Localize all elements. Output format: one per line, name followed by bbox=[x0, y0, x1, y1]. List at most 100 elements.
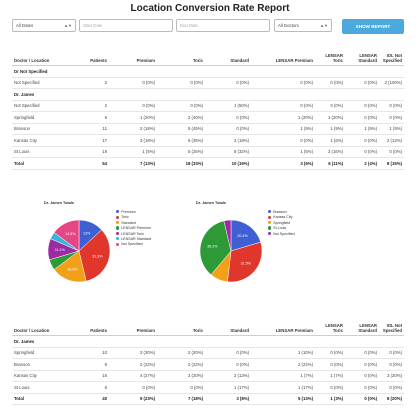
legend-item[interactable]: Standard bbox=[116, 221, 151, 226]
table-cell: 0 (0%) bbox=[315, 347, 345, 359]
table-cell: Branson bbox=[12, 123, 76, 135]
legend-label: St Louis bbox=[273, 226, 287, 231]
table-cell: 0 (0%) bbox=[251, 77, 315, 89]
table-cell: Not Specified bbox=[12, 77, 76, 89]
column-header[interactable]: Standard bbox=[205, 52, 251, 66]
end-date-input[interactable]: End Date bbox=[176, 19, 270, 32]
legend-swatch bbox=[268, 221, 272, 225]
pie-slice-label: 33.3% bbox=[92, 255, 103, 259]
report-table-2: Doctor / Location Patients Premium Toric Sta… bbox=[12, 322, 404, 405]
table-row: Not Specified 2 0 (0%) 0 (0%) 0 (0%) 0 (0%) 0 … bbox=[12, 77, 404, 89]
legend-swatch bbox=[268, 215, 272, 219]
column-header[interactable]: LENSAR Premium bbox=[251, 322, 315, 336]
table-cell: 1 (9%) bbox=[379, 123, 404, 135]
column-header[interactable]: LENSAR Premium bbox=[251, 52, 315, 66]
group-name: Dr. James bbox=[12, 88, 404, 101]
legend-item[interactable]: St Louis bbox=[268, 226, 295, 231]
pie-slice[interactable] bbox=[199, 220, 232, 276]
pie-slice[interactable] bbox=[223, 219, 232, 252]
table-cell: 1 (5%) bbox=[251, 146, 315, 158]
column-header[interactable]: LENSAR Standard bbox=[345, 52, 379, 66]
group-name: Dr. James bbox=[12, 335, 404, 348]
table-cell: Kansas City bbox=[12, 370, 76, 382]
table-cell: 2 (12%) bbox=[379, 134, 404, 147]
table-cell: 1 (6%) bbox=[315, 134, 345, 147]
column-header[interactable]: LENSAR Standard bbox=[345, 322, 379, 336]
table-cell: 0 (0%) bbox=[379, 347, 404, 359]
table-cell: 10 bbox=[76, 347, 109, 359]
legend-item[interactable]: LENSAR Toric bbox=[116, 232, 151, 237]
table-row: Branson 11 2 (18%) 5 (45%) 0 (0%) 1 (9%) 1 (9%… bbox=[12, 123, 404, 135]
column-header[interactable]: Standard bbox=[205, 322, 251, 336]
table-cell: Kansas City bbox=[12, 134, 76, 147]
pie-slice-label: 35.2% bbox=[207, 245, 218, 249]
table-cell: 0 (0%) bbox=[379, 111, 404, 124]
legend-label: Branson bbox=[273, 210, 287, 214]
total-cell: Total bbox=[12, 392, 76, 405]
show-report-button[interactable]: SHOW REPORT bbox=[342, 19, 404, 34]
table-cell: 11 bbox=[76, 123, 109, 135]
pie-chart-1: 13% 33.3% 18.5% 11.1% 14.8% bbox=[47, 219, 111, 283]
column-header[interactable]: Doctor / Location bbox=[12, 322, 76, 336]
column-header[interactable]: Toric bbox=[157, 52, 205, 66]
column-header[interactable]: Premium bbox=[109, 322, 157, 336]
legend-item[interactable]: LENSAR Standard bbox=[116, 237, 151, 242]
total-cell: 3 (6%) bbox=[251, 157, 315, 170]
column-header[interactable]: Premium bbox=[109, 52, 157, 66]
table-cell: 1 (20%) bbox=[251, 111, 315, 124]
legend-item[interactable]: Springfield bbox=[268, 221, 295, 226]
legend-item[interactable]: Not Specified bbox=[268, 232, 295, 237]
header-row: Doctor / Location Patients Premium Toric Sta… bbox=[12, 52, 404, 66]
doctor-select-value: All Doctors bbox=[278, 23, 299, 28]
table-cell: 1 (20%) bbox=[315, 111, 345, 124]
doctor-select[interactable]: All Doctors ▲▼ bbox=[274, 19, 332, 32]
column-header[interactable]: IOL Not Specified bbox=[379, 322, 404, 336]
legend-label: Not Specified bbox=[273, 231, 295, 236]
column-header[interactable]: LENSAR Toric bbox=[315, 52, 345, 66]
column-header[interactable]: Patients bbox=[76, 52, 109, 66]
pie-slice[interactable] bbox=[53, 219, 80, 252]
pie-slice-label: 11.1% bbox=[55, 248, 66, 252]
column-header[interactable]: LENSAR Toric bbox=[315, 322, 345, 336]
legend-label: Kansas City bbox=[273, 215, 293, 220]
legend-item[interactable]: Kansas City bbox=[268, 215, 295, 220]
total-cell: 9 (23%) bbox=[109, 392, 157, 405]
table-cell: 0 (0%) bbox=[345, 77, 379, 89]
end-date-placeholder: End Date bbox=[180, 23, 198, 28]
pie-legend-2: Branson Kansas City Springfield St Louis Not… bbox=[268, 210, 295, 237]
pie-slice[interactable] bbox=[227, 241, 263, 283]
total-cell: 7 (18%) bbox=[157, 392, 205, 405]
chevron-updown-icon: ▲▼ bbox=[320, 23, 328, 28]
table-cell: 3 (20%) bbox=[379, 370, 404, 382]
pie-slice[interactable] bbox=[78, 229, 111, 282]
table-cell: 0 (0%) bbox=[315, 381, 345, 394]
table-cell: 0 (0%) bbox=[205, 77, 251, 89]
column-header[interactable]: Doctor / Location bbox=[12, 52, 76, 66]
table-cell: 1 (10%) bbox=[251, 347, 315, 359]
date-range-select[interactable]: All Dates ▲▼ bbox=[12, 19, 76, 32]
legend-item[interactable]: Premium bbox=[116, 210, 151, 215]
pie-slice[interactable] bbox=[230, 219, 262, 252]
total-row: Total 40 9 (23%) 7 (18%) 3 (8%) 5 (13%) 1 (3%)… bbox=[12, 392, 404, 405]
table-cell: 0 (0%) bbox=[251, 100, 315, 112]
start-date-input[interactable]: Start Date bbox=[79, 19, 173, 32]
table-cell: 0 (0%) bbox=[379, 381, 404, 394]
legend-item[interactable]: Branson bbox=[268, 210, 295, 215]
table-row: St Louis 19 1 (5%) 5 (26%) 6 (32%) 1 (5%) 3 (1… bbox=[12, 146, 404, 158]
column-header[interactable]: Toric bbox=[157, 322, 205, 336]
legend-item[interactable]: Not Specified bbox=[116, 242, 151, 247]
pie-slice-label: 20.4% bbox=[237, 234, 248, 238]
total-cell: 6 (11%) bbox=[315, 157, 345, 170]
column-header[interactable]: Patients bbox=[76, 322, 109, 336]
total-cell: 0 (0%) bbox=[345, 392, 379, 405]
table-cell: 1 (7%) bbox=[251, 370, 315, 382]
table-cell: 6 (32%) bbox=[205, 146, 251, 158]
legend-item[interactable]: LENSAR Premium bbox=[116, 226, 151, 231]
legend-label: LENSAR Toric bbox=[121, 231, 145, 236]
table-cell: 4 (27%) bbox=[109, 370, 157, 382]
table-cell: 19 bbox=[76, 146, 109, 158]
legend-label: Toric bbox=[121, 215, 129, 220]
legend-item[interactable]: Toric bbox=[116, 215, 151, 220]
column-header[interactable]: IOL Not Specified bbox=[379, 52, 404, 66]
legend-swatch bbox=[116, 210, 120, 214]
